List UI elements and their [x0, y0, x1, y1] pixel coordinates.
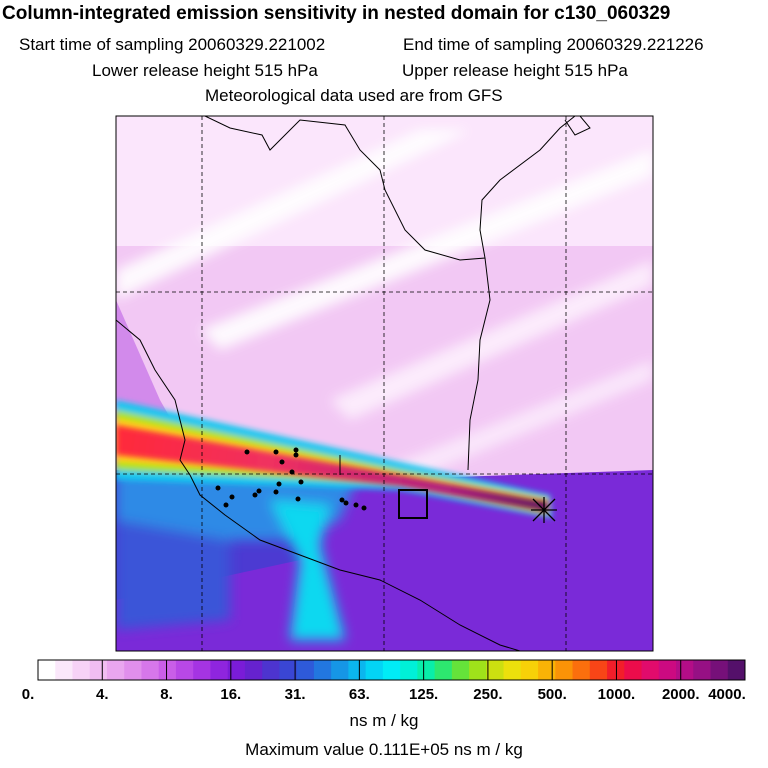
colorbar-tick-label: 4000. — [708, 686, 746, 703]
colorbar-tick-label: 250. — [473, 686, 502, 703]
colorbar-swatch — [520, 660, 539, 680]
colorbar-tick-label: 31. — [285, 686, 306, 703]
colorbar-tick-labels: 0. 4. 8. 16. 31. 63. 125. 250. 500. 1000. 2000. 400… — [22, 686, 746, 703]
colorbar-swatch — [193, 660, 211, 680]
colorbar-swatch — [262, 660, 280, 680]
colorbar-swatch — [72, 660, 91, 680]
colorbar-swatch — [244, 660, 263, 680]
page-title: Column-integrated emission sensitivity i… — [2, 3, 671, 24]
colorbar-swatch — [175, 660, 194, 680]
map-frame — [115, 115, 654, 652]
colorbar-swatch — [727, 660, 746, 680]
start-time-label: Start time of sampling 20060329.221002 — [19, 35, 326, 54]
colorbar-swatch — [572, 660, 591, 680]
colorbar-swatch — [89, 660, 108, 680]
colorbar-tick-label: 1000. — [598, 686, 636, 703]
lat-lon-grid — [116, 116, 653, 651]
colorbar-swatch — [348, 660, 367, 680]
colorbar-swatch — [106, 660, 125, 680]
colorbar-swatch — [365, 660, 384, 680]
colorbar-tick-label: 125. — [409, 686, 438, 703]
colorbar-swatch — [451, 660, 470, 680]
colorbar-swatch — [400, 660, 418, 680]
colorbar-swatch — [331, 660, 349, 680]
colorbar-swatch — [676, 660, 694, 680]
colorbar-frame — [37, 659, 746, 681]
release-box — [398, 489, 428, 519]
sample-points — [215, 447, 367, 511]
colorbar-swatch — [486, 660, 505, 680]
coastline — [116, 116, 591, 651]
colorbar-swatch — [589, 660, 608, 680]
colorbar-tick-label: 63. — [349, 686, 370, 703]
colorbar-swatch — [538, 660, 556, 680]
colorbar-swatch — [693, 660, 712, 680]
colorbar-swatch — [55, 660, 73, 680]
colorbar-swatch — [624, 660, 643, 680]
colorbar-unit-label: ns m / kg — [349, 711, 419, 730]
lower-height-label: Lower release height 515 hPa — [92, 61, 318, 80]
maximum-value-label: Maximum value 0.111E+05 ns m / kg — [245, 740, 523, 759]
colorbar-tick-label: 16. — [220, 686, 241, 703]
upper-height-label: Upper release height 515 hPa — [402, 61, 628, 80]
colorbar-swatch — [124, 660, 142, 680]
met-data-label: Meteorological data used are from GFS — [205, 86, 503, 105]
colorbar-swatch — [158, 660, 177, 680]
map-field — [116, 116, 653, 651]
colorbar-swatch — [141, 660, 160, 680]
colorbar-tick-label: 8. — [160, 686, 173, 703]
colorbar-swatch — [641, 660, 660, 680]
colorbar-swatch — [555, 660, 574, 680]
colorbar — [37, 660, 746, 680]
colorbar-swatch — [417, 660, 436, 680]
colorbar-swatch — [434, 660, 453, 680]
colorbar-swatch — [382, 660, 401, 680]
colorbar-swatch — [227, 660, 246, 680]
colorbar-swatch — [296, 660, 315, 680]
colorbar-swatch — [38, 660, 56, 680]
colorbar-tick-label: 4. — [96, 686, 109, 703]
colorbar-swatch — [313, 660, 332, 680]
receptor-x-icon — [531, 497, 557, 523]
colorbar-swatch — [503, 660, 522, 680]
colorbar-swatch — [607, 660, 625, 680]
colorbar-swatch — [469, 660, 487, 680]
colorbar-tick-label: 0. — [22, 686, 35, 703]
end-time-label: End time of sampling 20060329.221226 — [403, 35, 704, 54]
colorbar-tick-label: 2000. — [662, 686, 700, 703]
colorbar-tick-label: 500. — [538, 686, 567, 703]
colorbar-swatch — [710, 660, 729, 680]
colorbar-swatch — [658, 660, 677, 680]
colorbar-swatch — [279, 660, 298, 680]
colorbar-swatch — [210, 660, 229, 680]
